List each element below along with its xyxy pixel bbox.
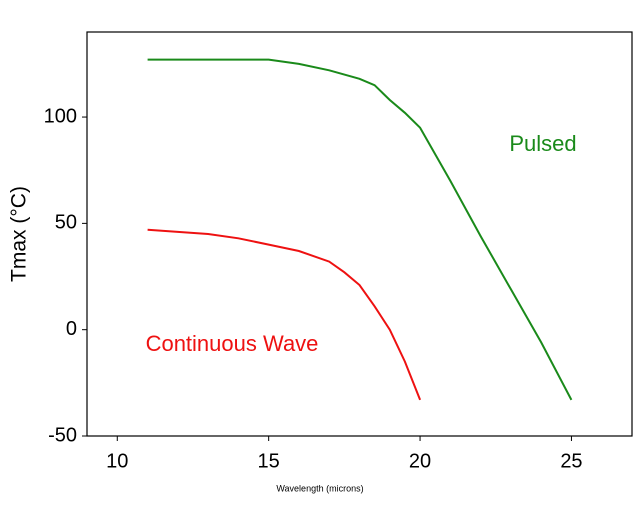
y-tick-label: 100 xyxy=(44,105,77,127)
series-label: Continuous Wave xyxy=(146,331,319,356)
x-tick-label: 25 xyxy=(560,450,582,472)
series-line xyxy=(147,58,573,401)
y-tick-label: 50 xyxy=(55,212,77,234)
series-label: Pulsed xyxy=(509,131,576,156)
y-tick-label: 0 xyxy=(66,318,77,340)
x-tick-label: 15 xyxy=(258,450,280,472)
x-axis-label: Wavelength (microns) xyxy=(276,483,363,493)
y-axis-label: Tmax (°C) xyxy=(8,186,31,282)
x-tick-label: 20 xyxy=(409,450,431,472)
y-tick-label: -50 xyxy=(48,424,77,446)
series-line xyxy=(147,228,422,401)
plot-frame xyxy=(86,31,633,437)
x-tick-label: 10 xyxy=(106,450,128,472)
